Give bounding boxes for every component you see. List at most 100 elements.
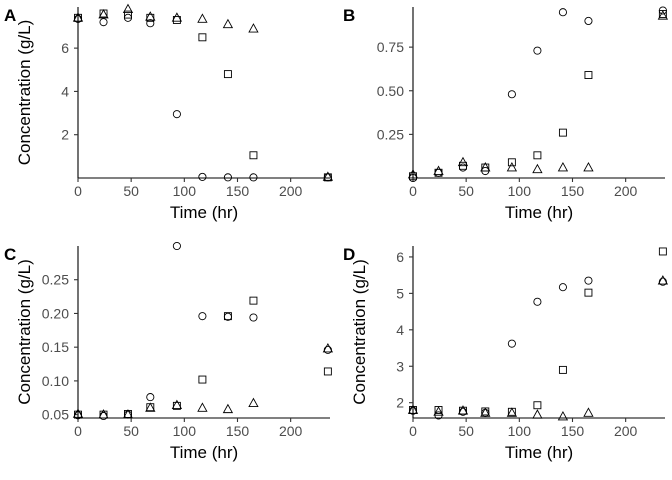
- x-tick-label: 150: [561, 423, 585, 439]
- data-point-circle: [533, 46, 542, 55]
- y-axis-title: Concentration (g/L): [350, 259, 369, 405]
- y-axis-title: Concentration (g/L): [15, 259, 34, 405]
- data-point-circle: [558, 8, 567, 17]
- data-point-square: [99, 9, 108, 18]
- data-point-triangle: [532, 409, 543, 419]
- x-axis-title: Time (hr): [170, 203, 238, 222]
- x-tick-label: 150: [226, 423, 250, 439]
- x-tick-label: 150: [561, 183, 585, 199]
- data-point-square: [558, 128, 567, 137]
- panel-d: 0 50 100 150 200 2 3 4 5 6 Time (hr) Concentration …: [343, 245, 669, 462]
- data-point-triangle: [171, 12, 183, 22]
- data-point-circle: [146, 19, 155, 28]
- data-point-square: [584, 71, 593, 80]
- x-tick-label: 50: [458, 183, 474, 199]
- data-point-circle: [198, 172, 207, 181]
- data-point-square: [507, 158, 516, 167]
- panel-label: B: [343, 6, 355, 25]
- data-point-square: [198, 33, 207, 42]
- data-point-circle: [558, 283, 567, 292]
- y-tick-label: 0.10: [42, 373, 69, 389]
- data-point-triangle: [583, 407, 594, 417]
- data-point-circle: [249, 173, 258, 182]
- x-tick-label: 0: [409, 183, 417, 199]
- data-point-circle: [198, 312, 207, 321]
- data-point-triangle: [407, 404, 419, 414]
- data-point-triangle: [322, 171, 334, 181]
- data-point-circle: [223, 173, 232, 182]
- y-tick-label: 4: [396, 322, 404, 338]
- data-point-triangle: [145, 11, 156, 21]
- data-point-triangle: [98, 9, 109, 19]
- x-tick-label: 0: [74, 183, 82, 199]
- y-tick-label: 0.25: [377, 126, 404, 142]
- data-point-square: [124, 10, 132, 19]
- data-point-triangle: [197, 13, 208, 23]
- data-point-triangle: [480, 407, 491, 417]
- y-tick-label: 3: [396, 358, 404, 374]
- data-point-square: [172, 401, 181, 410]
- data-point-square: [533, 401, 542, 410]
- data-point-circle: [533, 297, 542, 306]
- data-point-square: [249, 151, 258, 160]
- y-tick-label: 0.15: [42, 339, 69, 355]
- data-point-triangle: [433, 165, 444, 175]
- data-point-square: [198, 375, 207, 384]
- data-point-triangle: [248, 23, 259, 33]
- data-point-circle: [507, 339, 516, 348]
- data-point-circle: [172, 110, 181, 119]
- data-point-triangle: [657, 10, 669, 20]
- data-point-square: [507, 407, 516, 416]
- data-point-triangle: [532, 163, 543, 174]
- x-tick-label: 100: [173, 423, 197, 439]
- panel-b: 0 50 100 150 200 0.25 0.50 0.75 Time (hr) B: [343, 6, 669, 222]
- data-point-square: [658, 247, 667, 256]
- x-tick-label: 200: [614, 423, 638, 439]
- data-point-triangle: [122, 409, 134, 419]
- data-point-square: [558, 365, 567, 374]
- x-tick-label: 0: [74, 423, 82, 439]
- data-point-circle: [99, 18, 108, 27]
- data-point-triangle: [171, 399, 183, 410]
- y-tick-label: 0.20: [42, 305, 69, 321]
- data-point-square: [223, 312, 232, 321]
- y-tick-label: 0.50: [377, 83, 404, 99]
- data-point-square: [533, 151, 542, 160]
- data-point-circle: [249, 313, 258, 322]
- panel-label: D: [343, 245, 355, 264]
- y-tick-label: 4: [61, 83, 69, 99]
- x-tick-label: 200: [279, 183, 303, 199]
- data-point-circle: [323, 345, 332, 354]
- x-tick-label: 100: [508, 183, 532, 199]
- data-point-square: [584, 288, 593, 297]
- data-point-triangle: [72, 408, 84, 418]
- x-axis-title: Time (hr): [170, 443, 238, 462]
- x-tick-label: 150: [226, 183, 250, 199]
- y-tick-label: 2: [61, 127, 69, 143]
- data-point-triangle: [122, 3, 134, 14]
- data-point-circle: [584, 276, 593, 285]
- data-point-triangle: [222, 403, 234, 414]
- panel-label: A: [4, 6, 16, 25]
- y-tick-label: 5: [396, 285, 404, 301]
- x-tick-label: 200: [279, 423, 303, 439]
- data-point-circle: [458, 163, 468, 172]
- data-point-circle: [146, 393, 155, 402]
- data-point-square: [223, 70, 232, 79]
- data-point-triangle: [583, 161, 594, 172]
- data-point-triangle: [657, 275, 669, 285]
- x-tick-label: 100: [508, 423, 532, 439]
- data-point-triangle: [222, 18, 234, 29]
- x-tick-label: 0: [409, 423, 417, 439]
- data-point-triangle: [457, 156, 469, 167]
- data-point-triangle: [457, 405, 469, 415]
- data-point-circle: [584, 16, 593, 26]
- x-tick-label: 200: [614, 183, 638, 199]
- data-point-triangle: [197, 402, 208, 412]
- data-point-triangle: [322, 342, 334, 353]
- data-point-square: [74, 410, 82, 419]
- y-tick-label: 6: [396, 249, 404, 265]
- x-tick-label: 100: [173, 183, 197, 199]
- data-point-triangle: [72, 12, 84, 22]
